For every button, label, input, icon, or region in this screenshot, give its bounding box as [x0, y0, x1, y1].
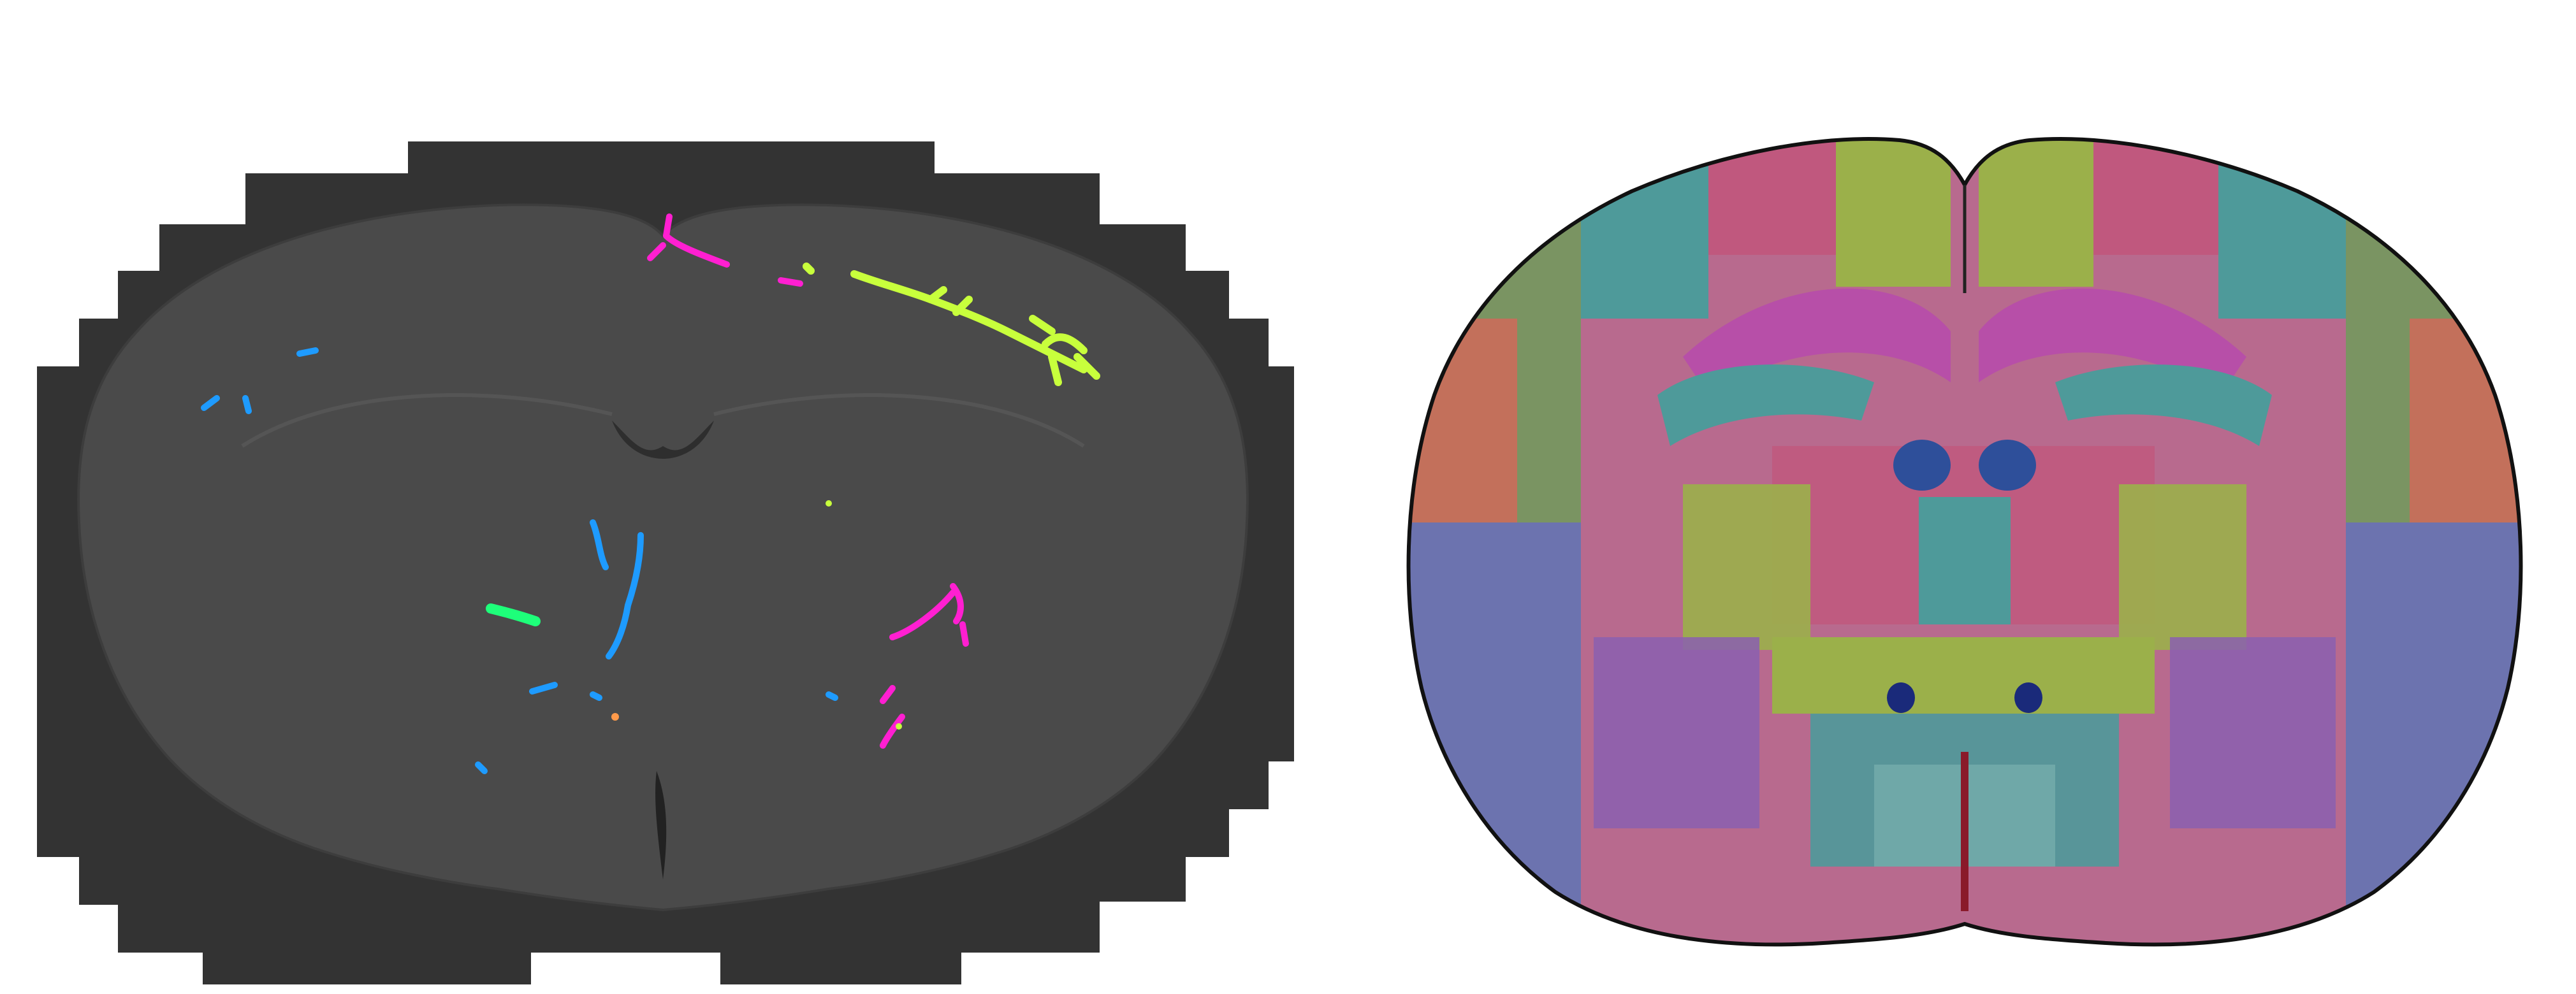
atlas-outline	[1406, 137, 2523, 947]
yellow-dot-2	[896, 723, 902, 730]
section-panel	[37, 141, 1294, 984]
blue-traces	[201, 347, 838, 774]
orange-dot	[611, 713, 619, 721]
ventricle	[612, 421, 714, 459]
section-image	[37, 141, 1294, 984]
hippocampus-contour	[241, 393, 1085, 448]
atlas-regions	[1408, 139, 2521, 945]
atlas-panel	[1326, 0, 2576, 994]
midline-fissure	[655, 771, 667, 879]
yellow-dot	[826, 500, 832, 507]
atlas-image	[1406, 137, 2523, 947]
yellow-green-traces	[803, 263, 1100, 386]
magenta-traces	[647, 213, 969, 749]
tissue-section	[77, 203, 1249, 912]
green-trace	[486, 603, 541, 626]
